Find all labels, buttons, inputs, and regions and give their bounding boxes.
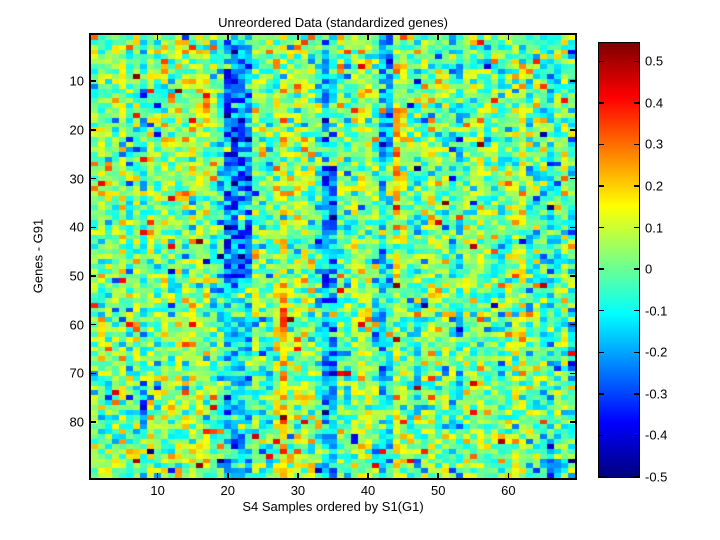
colorbar-tick-mark xyxy=(599,60,604,63)
colorbar-tick-mark xyxy=(634,60,639,63)
colorbar-tick-mark xyxy=(634,309,639,312)
colorbar-tick-mark xyxy=(599,393,604,395)
colorbar-tick-label: 0.3 xyxy=(645,136,664,152)
colorbar-tick-mark xyxy=(634,185,639,187)
x-tick-label: 30 xyxy=(290,483,306,498)
y-tick-mark xyxy=(91,421,96,423)
colorbar-tick-mark xyxy=(634,434,639,437)
colorbar-tick-label: -0.3 xyxy=(645,386,668,402)
y-tick-label: 10 xyxy=(69,73,84,89)
y-tick-mark xyxy=(91,226,96,229)
y-tick-mark xyxy=(570,226,575,229)
colorbar-tick-mark xyxy=(599,476,604,478)
colorbar-tick-mark xyxy=(599,226,604,229)
colorbar-tick-label: -0.1 xyxy=(645,303,668,319)
y-tick-mark xyxy=(91,372,96,375)
colorbar-tick-mark xyxy=(599,102,604,104)
x-axis-label: S4 Samples ordered by S1(G1) xyxy=(242,499,424,514)
y-tick-label: 60 xyxy=(69,317,84,333)
x-tick-mark xyxy=(227,35,229,40)
x-tick-label: 40 xyxy=(360,483,376,498)
y-tick-mark xyxy=(570,129,575,131)
chart-title: Unreordered Data (standardized genes) xyxy=(218,15,448,30)
x-tick-mark xyxy=(297,473,299,478)
colorbar-tick-label: -0.5 xyxy=(645,469,668,485)
x-tick-label: 20 xyxy=(220,483,236,498)
colorbar-tick-label: 0.5 xyxy=(645,53,664,69)
colorbar-tick-mark xyxy=(599,309,604,312)
heatmap-plot-area xyxy=(89,33,577,480)
x-tick-label: 50 xyxy=(430,483,446,498)
colorbar-tick-mark xyxy=(634,226,639,229)
x-tick-mark xyxy=(507,473,510,478)
colorbar-tick-label: -0.2 xyxy=(645,344,668,360)
y-tick-label: 70 xyxy=(69,365,84,381)
colorbar-tick-label: -0.4 xyxy=(645,427,668,443)
colorbar-tick-mark xyxy=(634,268,639,270)
y-tick-label: 40 xyxy=(69,219,84,235)
x-tick-mark xyxy=(156,35,159,40)
y-tick-mark xyxy=(91,275,96,277)
x-tick-label: 10 xyxy=(150,483,165,498)
colorbar-canvas xyxy=(599,43,639,477)
y-tick-mark xyxy=(570,80,575,82)
y-tick-mark xyxy=(91,323,96,326)
colorbar-tick-mark xyxy=(599,351,604,354)
colorbar-tick-mark xyxy=(599,143,604,146)
x-tick-mark xyxy=(507,35,510,40)
colorbar-tick-label: 0.4 xyxy=(645,95,664,111)
y-tick-label: 50 xyxy=(69,268,84,284)
colorbar-tick-mark xyxy=(634,102,639,104)
x-tick-mark xyxy=(156,473,159,478)
colorbar xyxy=(598,42,640,478)
colorbar-tick-label: 0 xyxy=(645,261,653,277)
y-tick-mark xyxy=(570,421,575,423)
x-tick-mark xyxy=(367,35,369,40)
x-tick-mark xyxy=(437,35,439,40)
y-tick-label: 30 xyxy=(69,171,84,187)
y-tick-mark xyxy=(570,275,575,277)
x-tick-mark xyxy=(367,473,369,478)
y-tick-label: 80 xyxy=(69,414,84,430)
colorbar-tick-mark xyxy=(634,143,639,146)
colorbar-tick-label: 0.2 xyxy=(645,178,664,194)
y-tick-mark xyxy=(570,177,575,180)
colorbar-tick-mark xyxy=(599,268,604,270)
colorbar-tick-mark xyxy=(599,185,604,187)
colorbar-tick-mark xyxy=(634,476,639,478)
heatmap-canvas xyxy=(91,35,575,478)
x-tick-mark xyxy=(297,35,299,40)
colorbar-tick-label: 0.1 xyxy=(645,220,664,236)
x-tick-mark xyxy=(227,473,229,478)
y-tick-mark xyxy=(91,177,96,180)
colorbar-tick-mark xyxy=(599,434,604,437)
y-tick-mark xyxy=(91,129,96,131)
y-tick-mark xyxy=(570,372,575,375)
colorbar-tick-mark xyxy=(634,351,639,354)
colorbar-tick-mark xyxy=(634,393,639,395)
y-tick-mark xyxy=(91,80,96,82)
y-tick-mark xyxy=(570,323,575,326)
y-tick-label: 20 xyxy=(69,122,84,138)
x-tick-mark xyxy=(437,473,439,478)
x-tick-label: 60 xyxy=(501,483,516,498)
